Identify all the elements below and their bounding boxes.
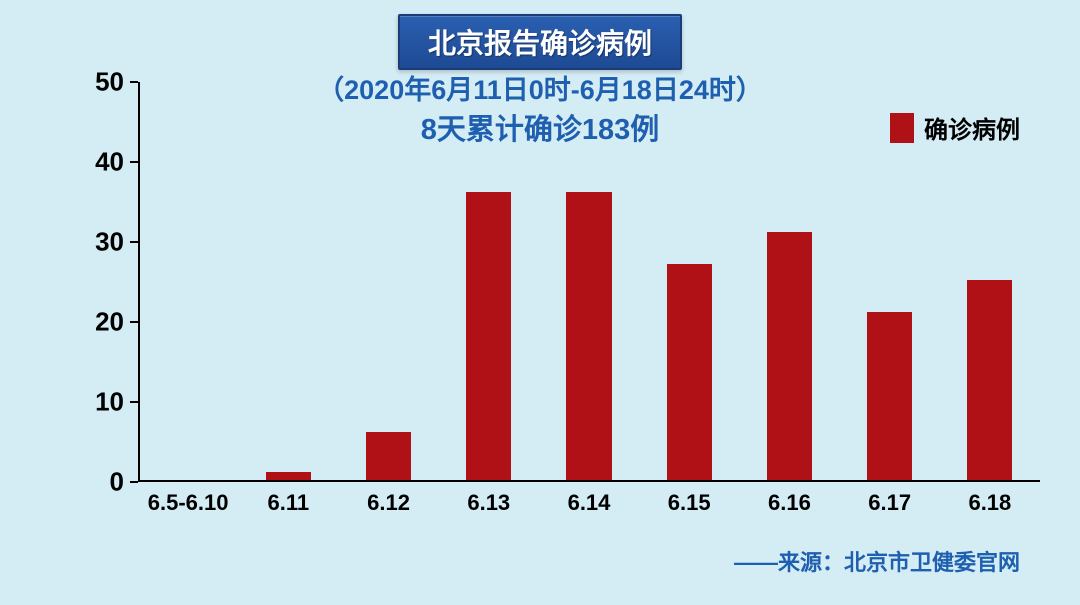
x-tick-label: 6.16 xyxy=(768,490,811,516)
chart-title: 北京报告确诊病例 xyxy=(398,14,682,70)
source-attribution: ——来源：北京市卫健委官网 xyxy=(734,545,1020,577)
bars-container xyxy=(138,82,1040,482)
x-tick-label: 6.18 xyxy=(968,490,1011,516)
x-tick-label: 6.11 xyxy=(268,490,310,516)
x-tick-label: 6.14 xyxy=(568,490,611,516)
bar xyxy=(566,192,611,480)
y-tick xyxy=(130,481,138,483)
x-tick-label: 6.12 xyxy=(367,490,410,516)
y-tick-label: 40 xyxy=(95,147,124,178)
x-tick-label: 6.13 xyxy=(467,490,510,516)
bar xyxy=(767,232,812,480)
y-tick-label: 30 xyxy=(95,227,124,258)
y-tick xyxy=(130,321,138,323)
y-tick-label: 10 xyxy=(95,387,124,418)
bar xyxy=(466,192,511,480)
bar xyxy=(867,312,912,480)
bar xyxy=(667,264,712,480)
y-tick xyxy=(130,401,138,403)
y-tick-label: 0 xyxy=(110,467,124,498)
x-tick-label: 6.5-6.10 xyxy=(148,490,229,516)
bar-chart: 010203040506.5-6.106.116.126.136.146.156… xyxy=(80,82,1040,512)
y-tick xyxy=(130,161,138,163)
bar xyxy=(967,280,1012,480)
y-tick xyxy=(130,81,138,83)
y-tick-label: 50 xyxy=(95,67,124,98)
x-tick-label: 6.15 xyxy=(668,490,711,516)
y-tick-label: 20 xyxy=(95,307,124,338)
plot-area: 010203040506.5-6.106.116.126.136.146.156… xyxy=(138,82,1040,482)
y-tick xyxy=(130,241,138,243)
bar xyxy=(266,472,311,480)
bar xyxy=(366,432,411,480)
x-tick-label: 6.17 xyxy=(868,490,911,516)
